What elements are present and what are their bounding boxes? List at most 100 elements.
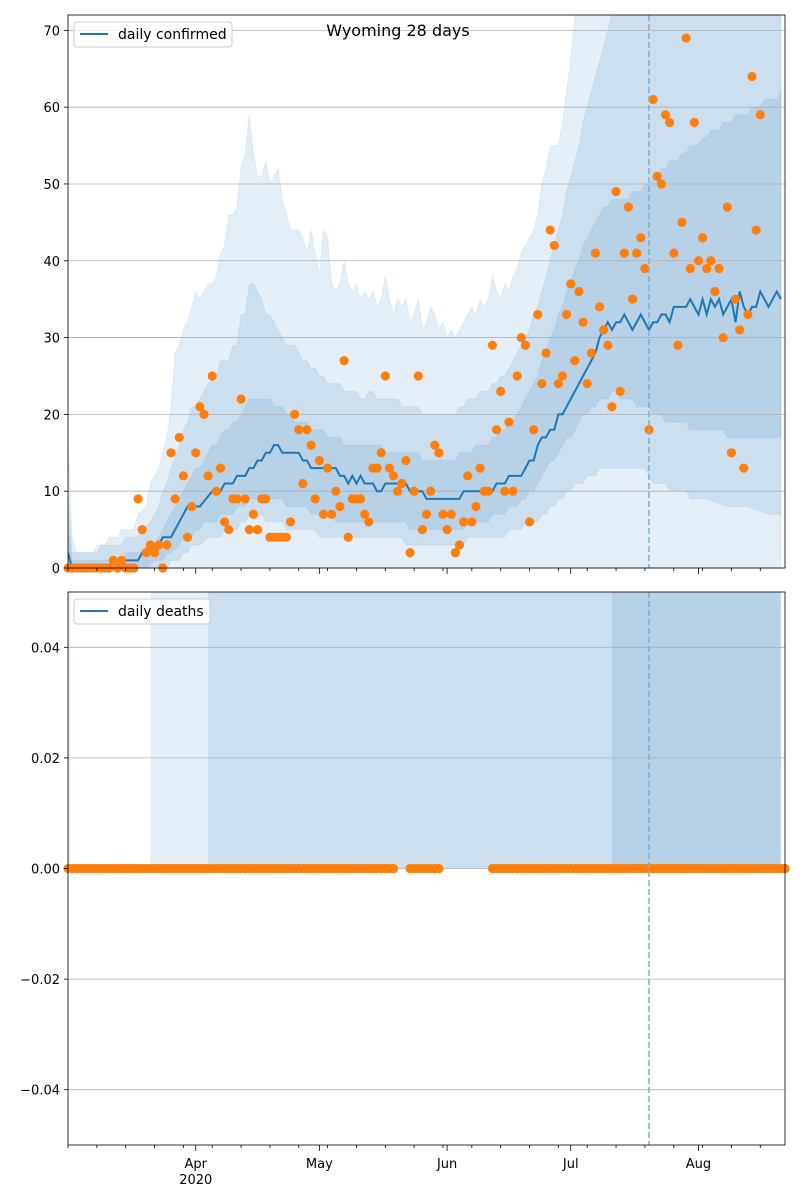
band-inner <box>611 592 781 869</box>
data-point <box>211 486 221 496</box>
data-point <box>685 263 695 274</box>
data-point <box>607 402 617 412</box>
data-point <box>442 524 452 535</box>
data-point <box>335 501 345 512</box>
data-point <box>261 494 271 504</box>
data-point <box>665 117 675 128</box>
data-point <box>520 340 530 350</box>
data-point <box>178 471 188 481</box>
data-point <box>199 409 209 419</box>
data-point <box>557 371 568 381</box>
confirmed-trend-line <box>68 288 782 568</box>
confirmed-panel: 0 10 20 30 40 50 60 70 Wyoming 28 days daily co… <box>43 14 786 577</box>
x-tick-label: Apr <box>184 1157 207 1172</box>
data-point <box>722 202 732 212</box>
data-point <box>726 448 737 458</box>
data-point <box>590 248 601 258</box>
x-tick-sublabel: 2020 <box>179 1173 212 1188</box>
confirmed-axes-frame <box>67 14 786 569</box>
data-point <box>240 494 250 504</box>
data-point <box>491 425 502 435</box>
data-point <box>458 517 469 527</box>
data-point <box>553 379 563 389</box>
data-point <box>409 486 419 496</box>
y-tick-label: −0.02 <box>20 973 60 988</box>
data-point <box>632 248 642 258</box>
data-point <box>434 448 444 458</box>
data-point <box>450 548 460 558</box>
data-point <box>372 463 382 473</box>
data-point <box>570 356 580 366</box>
x-tick-label: Aug <box>686 1157 711 1172</box>
data-point <box>487 340 498 350</box>
legend-label: daily confirmed <box>118 27 227 43</box>
data-point <box>232 494 242 504</box>
legend-box <box>73 598 211 625</box>
data-point <box>516 332 526 343</box>
y-tick-label: 30 <box>43 332 60 347</box>
band-outer <box>68 15 782 568</box>
data-point <box>421 509 432 519</box>
data-point <box>339 356 349 366</box>
y-tick-label: 60 <box>43 101 60 116</box>
data-point <box>137 524 147 535</box>
y-tick-label: 0 <box>52 562 60 577</box>
y-tick-label: 50 <box>43 178 60 193</box>
data-point <box>467 517 477 527</box>
data-point <box>318 509 329 519</box>
data-point <box>405 548 415 558</box>
data-point <box>384 463 395 473</box>
y-tick-label: 0.02 <box>31 752 60 767</box>
data-point <box>141 548 151 558</box>
data-point <box>702 263 712 274</box>
data-point <box>574 286 584 297</box>
data-point <box>693 256 704 266</box>
data-point <box>706 256 716 266</box>
data-point <box>244 524 254 535</box>
data-point <box>524 517 535 527</box>
y-tick-label: 0.04 <box>31 641 60 656</box>
data-point <box>401 455 411 466</box>
band-inner <box>68 91 782 568</box>
data-point <box>331 486 341 496</box>
data-point <box>154 540 164 550</box>
data-point <box>747 71 757 82</box>
data-point <box>364 517 374 527</box>
data-point <box>182 532 193 542</box>
data-point <box>248 509 259 519</box>
data-point <box>718 332 728 343</box>
data-point <box>636 233 646 243</box>
data-point <box>446 509 456 519</box>
data-point <box>219 517 230 527</box>
data-point <box>714 263 724 274</box>
data-point <box>314 455 324 466</box>
data-point <box>207 371 217 381</box>
y-tick-label: 40 <box>43 255 60 270</box>
data-point <box>582 379 592 389</box>
data-point <box>380 371 390 381</box>
data-point <box>294 425 304 435</box>
data-point <box>619 248 629 258</box>
y-tick-label: 70 <box>43 24 60 39</box>
band-outer <box>68 592 71 869</box>
data-point <box>355 494 366 504</box>
confirmed-points <box>63 33 765 573</box>
data-point <box>697 233 708 243</box>
data-point <box>529 425 539 435</box>
data-point <box>508 486 518 496</box>
data-point <box>116 555 127 565</box>
data-point <box>393 486 403 496</box>
deaths-uncertainty-bands <box>68 592 781 869</box>
data-point <box>504 417 514 427</box>
data-point <box>302 425 312 435</box>
data-point <box>623 202 634 212</box>
data-point <box>306 440 316 450</box>
data-point <box>603 340 613 350</box>
x-tick-label: May <box>306 1157 333 1172</box>
data-point <box>500 486 510 496</box>
data-point <box>562 309 572 320</box>
data-point <box>566 279 576 289</box>
data-point <box>290 409 300 419</box>
